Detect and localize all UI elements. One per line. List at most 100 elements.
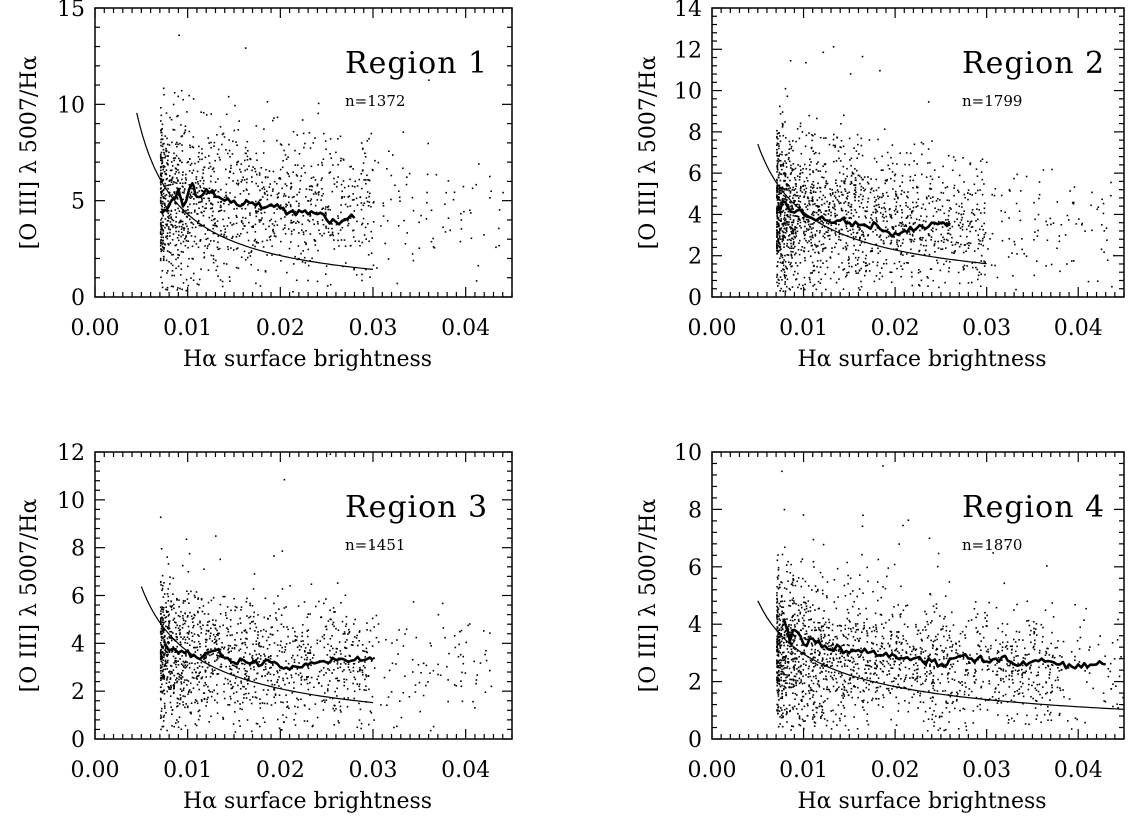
scatter-point [266,702,269,705]
scatter-point [307,279,309,282]
scatter-point [307,643,309,646]
scatter-point [835,179,837,181]
scatter-point [792,221,795,224]
scatter-point [174,224,177,227]
scatter-point [167,563,170,565]
scatter-point [279,177,281,179]
scatter-point [211,192,213,195]
scatter-point [802,185,804,187]
scatter-point [212,210,214,213]
scatter-point [160,221,162,224]
scatter-point [779,212,782,214]
scatter-point [962,268,965,271]
scatter-point [322,223,325,226]
scatter-point [1038,197,1040,200]
scatter-point [291,214,294,216]
scatter-point [467,624,469,627]
scatter-point [369,710,372,713]
scatter-point [159,177,162,180]
scatter-point [261,240,264,243]
scatter-point [784,160,786,162]
scatter-point [187,230,189,233]
scatter-point [783,269,785,271]
scatter-point [208,216,211,219]
scatter-point [1023,252,1025,255]
scatter-point [203,197,205,200]
scatter-point [790,201,792,204]
scatter-point [182,234,184,236]
scatter-point [195,203,198,205]
scatter-point [778,204,780,207]
scatter-point [502,191,504,194]
scatter-point [877,252,880,255]
scatter-point [262,646,265,648]
scatter-point [196,675,198,678]
scatter-point [172,183,174,185]
scatter-point [170,684,172,687]
scatter-point [183,192,185,194]
scatter-point [976,268,979,271]
scatter-point [180,681,182,683]
scatter-point [293,263,295,265]
scatter-point [167,685,169,688]
scatter-point [161,621,164,624]
scatter-point [980,243,982,246]
scatter-point [268,236,271,239]
scatter-point [963,210,965,212]
scatter-point [184,177,187,179]
scatter-point [778,219,780,221]
scatter-point [197,610,199,613]
scatter-point [364,152,366,155]
scatter-point [160,613,162,615]
scatter-point [290,182,292,185]
scatter-point [290,186,293,188]
scatter-point [792,186,794,189]
scatter-point [223,136,226,138]
scatter-point [215,639,218,642]
running-median-line [777,200,951,238]
scatter-point [340,204,342,206]
scatter-point [896,239,898,241]
scatter-point [902,254,904,256]
scatter-point [799,172,802,174]
scatter-point [341,190,343,193]
scatter-point [226,678,229,681]
scatter-point [177,239,180,242]
scatter-point [911,212,913,214]
scatter-point [160,636,163,638]
scatter-point [792,274,795,276]
scatter-point [175,212,178,215]
scatter-point [196,702,199,705]
scatter-point [891,162,894,165]
scatter-point [871,219,874,221]
scatter-point [792,230,795,232]
scatter-point [905,204,907,207]
scatter-point [186,632,189,634]
scatter-point [890,156,892,159]
scatter-point [830,214,832,217]
scatter-point [904,224,907,226]
scatter-point [167,243,169,245]
scatter-point [278,727,281,729]
scatter-point [1014,243,1016,246]
scatter-point [782,123,784,126]
scatter-point [882,240,885,242]
scatter-point [161,630,164,633]
scatter-point [229,280,231,282]
scatter-point [257,643,260,645]
scatter-point [397,653,399,655]
scatter-point [221,642,223,644]
scatter-point [790,147,792,150]
scatter-point [925,239,927,242]
scatter-point [784,188,786,190]
scatter-point [335,651,338,653]
scatter-point [883,206,885,209]
scatter-point [302,624,304,626]
scatter-point [171,725,173,727]
scatter-point [925,220,927,223]
scatter-point [851,265,853,268]
scatter-point [174,209,177,211]
scatter-point [953,194,955,197]
scatter-point [162,192,165,195]
scatter-point [942,182,944,184]
